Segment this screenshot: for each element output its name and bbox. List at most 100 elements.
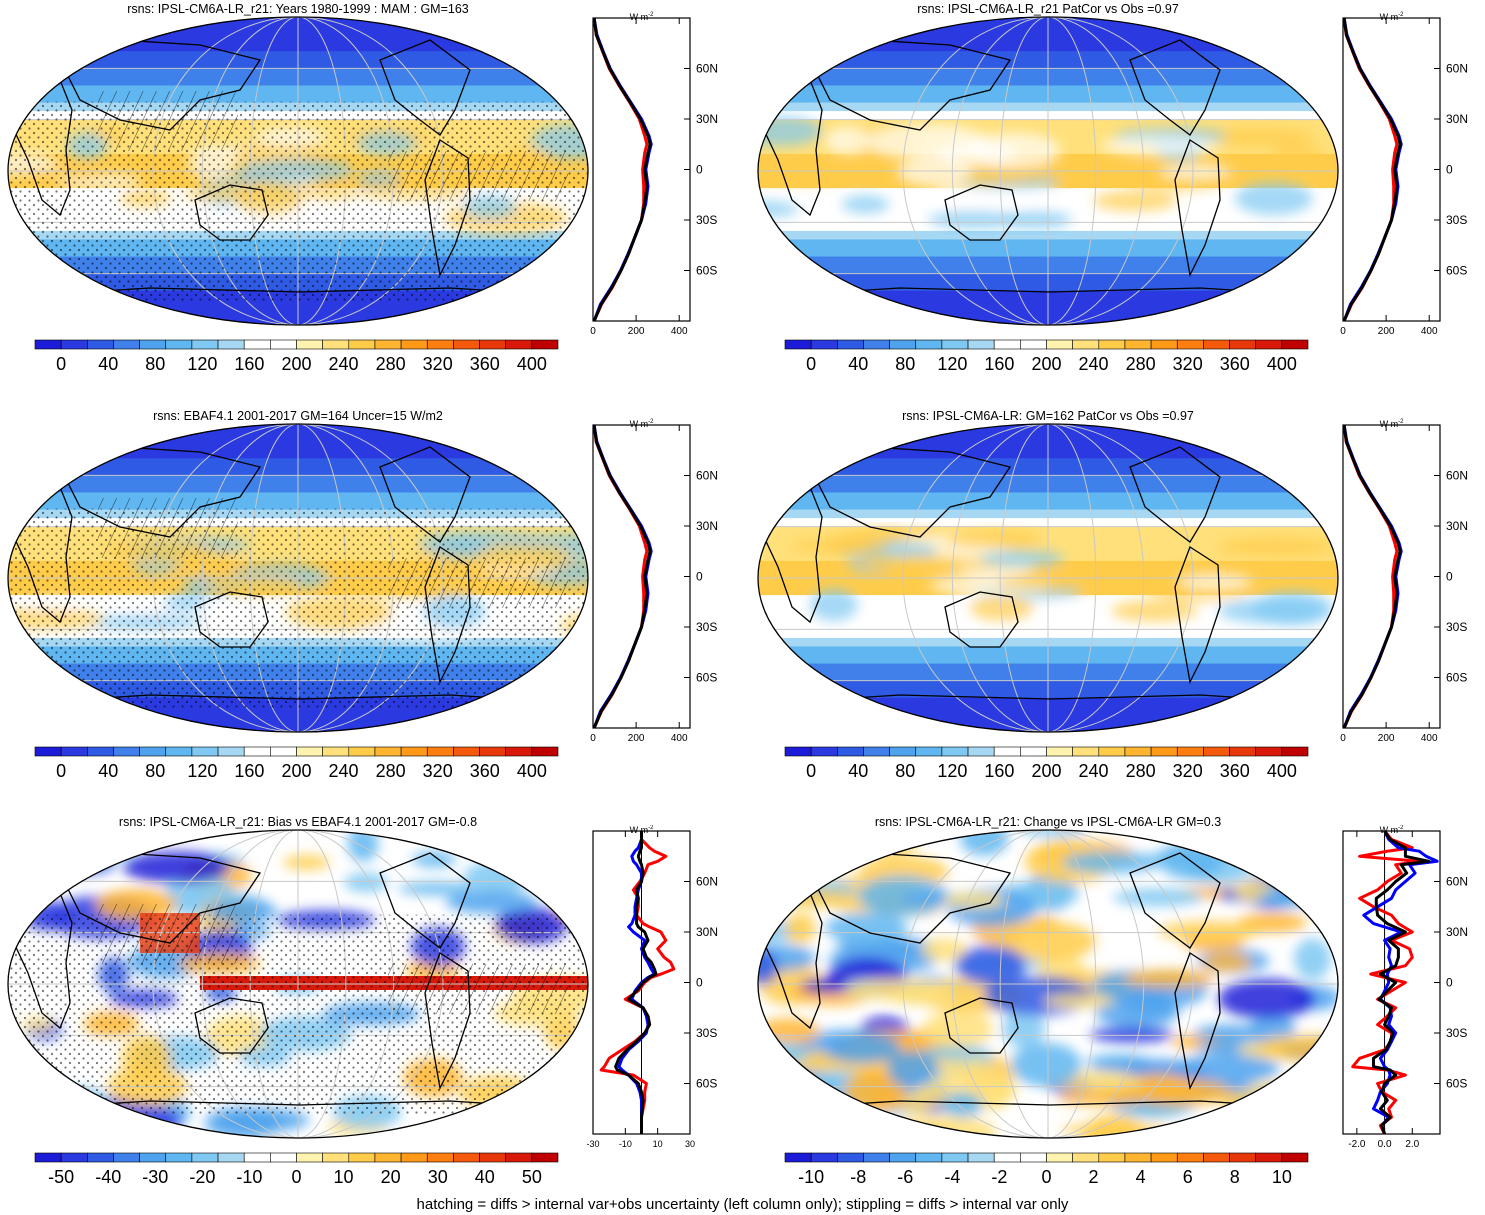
colorbar-swatch: [1229, 746, 1256, 757]
panel: rsns: IPSL-CM6A-LR: GM=162 PatCor vs Obs…: [757, 409, 1468, 781]
colorbar-swatch: [217, 339, 245, 350]
map-coastline: [763, 486, 823, 624]
colorbar-label: 8: [1230, 1167, 1240, 1187]
map-field: [8, 17, 588, 325]
map-blob: [1248, 1013, 1296, 1044]
colorbar-label: 280: [376, 354, 406, 374]
profile-unit-label: W m-2: [630, 419, 654, 429]
colorbar-label: 0: [806, 354, 816, 374]
colorbar-swatch: [1229, 339, 1256, 350]
colorbar-swatch: [34, 339, 62, 350]
map-blob: [1267, 1123, 1311, 1138]
map-border: [757, 16, 1339, 326]
colorbar-swatch: [784, 746, 812, 757]
map-blob: [943, 892, 1006, 908]
colorbar-swatch: [993, 1152, 1021, 1163]
profile-ytick-label: 60S: [696, 671, 717, 685]
profile-unit-sup: -2: [648, 12, 654, 18]
colorbar-swatch: [1046, 1152, 1073, 1163]
profile-ytick-label: 0: [696, 163, 703, 177]
map-blob: [836, 1121, 920, 1138]
colorbar-swatch: [296, 746, 323, 757]
colorbar: 0 40 80 120 160 200 240 280 320 360 400: [34, 339, 559, 374]
colorbar: -10 -8 -6 -4 -2 0 2 4 6 8 10: [784, 1152, 1309, 1187]
map-coastline: [379, 852, 471, 949]
profile-xtick-label: -30: [586, 1139, 599, 1149]
colorbar-label: 2: [1089, 1167, 1099, 1187]
map-blobs: [789, 527, 1337, 626]
panel-title: rsns: IPSL-CM6A-LR_r21: Change vs IPSL-C…: [875, 815, 1221, 829]
colorbar-label: 240: [1079, 354, 1109, 374]
colorbar-swatch: [1098, 339, 1126, 350]
map-coastline: [424, 139, 471, 278]
colorbar-swatch: [113, 339, 140, 350]
zonal-profile: 60N 30N 0 30S 60S 0 200 400 W m-2: [1340, 419, 1468, 744]
colorbar-label: 120: [187, 761, 217, 781]
colorbar-label: -10: [236, 1167, 262, 1187]
colorbar-label: -20: [189, 1167, 215, 1187]
colorbar-swatch: [34, 1152, 62, 1163]
colorbar-swatch: [426, 746, 454, 757]
map-graticule: [758, 17, 1338, 325]
colorbar-swatch: [113, 746, 140, 757]
map-blob: [955, 945, 1027, 986]
colorbar-label: 200: [281, 761, 311, 781]
colorbar-label: 120: [187, 354, 217, 374]
map-blob: [758, 949, 779, 986]
colorbar-swatch: [1176, 1152, 1204, 1163]
profile-ytick-label: 30S: [696, 620, 717, 634]
map-blob: [204, 1107, 283, 1138]
map-blob: [928, 210, 1021, 229]
profile-ytick-label: 30N: [696, 112, 718, 126]
map-coastline: [809, 852, 1012, 944]
colorbar-swatch: [889, 746, 917, 757]
colorbar-swatch: [400, 1152, 428, 1163]
map-coastline: [424, 546, 471, 685]
map-blob: [1158, 920, 1263, 941]
map-graticule: [758, 830, 1338, 1138]
colorbar-swatch: [889, 1152, 917, 1163]
map-blob: [445, 890, 538, 914]
map-blob: [758, 1070, 818, 1100]
panel-title: rsns: IPSL-CM6A-LR_r21 PatCor vs Obs =0.…: [917, 2, 1179, 16]
map-blob: [845, 978, 953, 1001]
colorbar-swatch: [270, 339, 297, 350]
colorbar-swatch: [531, 1152, 559, 1163]
map-blob: [979, 550, 1065, 567]
profile-xtick-label: -2.0: [1348, 1139, 1366, 1150]
profile-ytick-label: 60S: [1446, 264, 1467, 278]
map-blob: [824, 1032, 901, 1064]
map-blob: [79, 830, 137, 860]
map-coastline: [944, 997, 1019, 1054]
map-blob: [758, 1121, 791, 1138]
colorbar-swatch: [1072, 339, 1100, 350]
colorbar-swatch: [243, 339, 271, 350]
map-blob: [758, 166, 860, 184]
map-hatching: [388, 964, 568, 1014]
map-blob: [1178, 574, 1252, 590]
map-blob: [758, 945, 816, 971]
map-graticule: [758, 424, 1338, 732]
map-hatching: [388, 558, 568, 608]
colorbar-label: 50: [522, 1167, 542, 1187]
profile-xtick-label: 0: [590, 733, 596, 744]
colorbar-swatch: [1203, 1152, 1230, 1163]
colorbar-swatch: [479, 1152, 506, 1163]
colorbar-swatch: [139, 1152, 167, 1163]
zonal-profile: 60N 30N 0 30S 60S 0 200 400 W m-2: [590, 12, 718, 337]
profile-xtick-label: 400: [1421, 326, 1438, 337]
map-field: [8, 830, 588, 1138]
colorbar-swatch: [1072, 1152, 1100, 1163]
profile-unit-label: W m-2: [630, 825, 654, 835]
map-coastline: [1174, 952, 1221, 1091]
colorbar-swatch: [191, 746, 219, 757]
map-blob: [1056, 1091, 1141, 1106]
colorbar-label: 160: [984, 354, 1014, 374]
profile-ytick-label: 30N: [1446, 925, 1468, 939]
map-meridian: [999, 830, 1097, 1138]
profile-ytick-label: 30N: [1446, 112, 1468, 126]
map-blobs: [758, 116, 1323, 229]
colorbar-swatch: [400, 339, 428, 350]
map-blob: [809, 1099, 861, 1131]
colorbar-label: 80: [895, 354, 915, 374]
